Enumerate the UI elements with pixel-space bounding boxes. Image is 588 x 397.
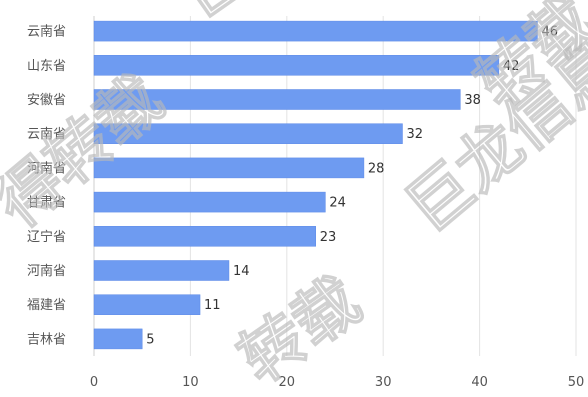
- x-tick-label: 40: [471, 375, 488, 390]
- category-label: 河南省: [27, 160, 66, 176]
- data-label: 32: [406, 127, 423, 142]
- bar: [93, 89, 461, 110]
- bar: [93, 20, 538, 42]
- data-label: 42: [503, 59, 520, 74]
- category-label: 福建省: [27, 298, 66, 313]
- category-label: 辽宁省: [27, 229, 66, 245]
- data-label: 38: [464, 93, 481, 108]
- bar: [93, 226, 316, 247]
- watermark-text: 得转载: [0, 62, 177, 242]
- bar: [93, 191, 326, 213]
- bar: [93, 328, 143, 350]
- data-label: 24: [329, 196, 346, 211]
- bar: [93, 294, 201, 315]
- category-label: 山东省: [27, 59, 66, 74]
- x-tick-label: 30: [375, 375, 392, 390]
- x-axis-tick-labels: 0 10 20 30 40 50: [90, 375, 584, 390]
- bars: [93, 20, 538, 350]
- category-label: 吉林省: [27, 332, 66, 347]
- x-tick-label: 50: [568, 375, 585, 390]
- category-label: 云南省: [27, 24, 66, 40]
- watermark-text: 转载: [227, 264, 374, 393]
- bar: [93, 55, 500, 76]
- data-label: 23: [320, 230, 337, 245]
- data-label: 5: [146, 332, 154, 347]
- bar: [93, 157, 365, 179]
- x-tick-label: 10: [182, 375, 199, 390]
- data-labels: 46 42 38 32 28 24 23 14 11 5: [146, 25, 558, 348]
- data-label: 11: [204, 298, 221, 313]
- category-label: 甘肃省: [27, 196, 66, 211]
- bar: [93, 260, 230, 281]
- data-label: 46: [541, 25, 558, 40]
- data-label: 14: [233, 264, 250, 279]
- category-label: 云南省: [27, 126, 66, 142]
- bar: [93, 123, 403, 144]
- x-tick-label: 20: [279, 375, 296, 390]
- category-label: 安徽省: [27, 93, 66, 108]
- x-tick-label: 0: [90, 375, 98, 390]
- data-label: 28: [368, 161, 385, 176]
- category-label: 河南省: [27, 263, 66, 279]
